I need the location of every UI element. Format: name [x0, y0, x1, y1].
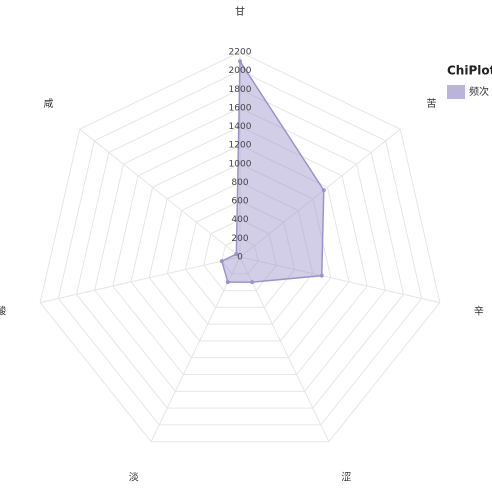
- grid-ring: [130, 144, 350, 359]
- tick-label: 1000: [229, 159, 252, 169]
- spoke: [239, 256, 440, 304]
- radar-point: [219, 259, 224, 264]
- grid-ring: [112, 125, 368, 376]
- legend-swatch: [447, 85, 465, 99]
- axis-label: 涩: [341, 472, 351, 484]
- tick-label: 2000: [229, 66, 252, 76]
- axis-label: 咸: [43, 98, 53, 110]
- axis-label: 酸: [0, 305, 6, 318]
- grid-ring: [75, 88, 405, 409]
- tick-label: 200: [231, 234, 248, 244]
- legend-text: 频次: [469, 85, 489, 98]
- radar-point: [238, 59, 242, 64]
- radar-point: [225, 280, 230, 285]
- tick-label: 0: [237, 253, 243, 263]
- axis-label: 淡: [129, 472, 139, 484]
- radar-point: [234, 252, 239, 257]
- grid-ring: [94, 107, 386, 392]
- tick-label: 400: [231, 215, 248, 225]
- radar-point: [250, 280, 255, 285]
- tick-label: 800: [231, 178, 248, 188]
- spoke: [150, 256, 241, 442]
- spoke: [239, 128, 401, 258]
- grid-ring: [166, 181, 314, 325]
- tick-label: 1200: [229, 141, 252, 151]
- radar-point: [321, 188, 326, 193]
- spoke: [79, 128, 241, 258]
- grid-ring: [203, 219, 277, 292]
- tick-label: 600: [231, 197, 248, 207]
- tick-label: 2200: [229, 48, 252, 58]
- grid-ring: [39, 51, 441, 443]
- grid-ring: [57, 70, 423, 426]
- grid-ring: [184, 200, 296, 308]
- radar-area: [220, 58, 325, 283]
- axis-label: 甘: [235, 5, 245, 18]
- axis-label: 苦: [427, 97, 437, 110]
- grid-ring: [221, 237, 259, 275]
- tick-label: 1400: [229, 122, 252, 132]
- tick-label: 1600: [229, 103, 252, 113]
- grid-ring: [148, 163, 332, 342]
- axis-label: 辛: [474, 305, 484, 318]
- spoke: [40, 256, 241, 304]
- legend-title: ChiPlot: [447, 64, 492, 78]
- radar-point: [319, 273, 324, 278]
- tick-label: 1800: [229, 85, 252, 95]
- spoke: [239, 256, 330, 442]
